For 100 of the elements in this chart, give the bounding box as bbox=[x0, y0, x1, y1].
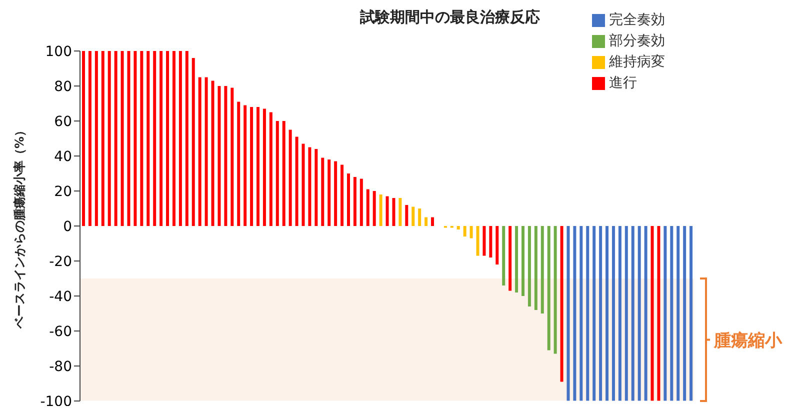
bar bbox=[690, 226, 693, 401]
bar bbox=[82, 51, 85, 226]
bar bbox=[198, 77, 202, 226]
bar bbox=[573, 226, 576, 401]
bar bbox=[146, 51, 150, 226]
bar bbox=[618, 226, 622, 401]
bar bbox=[631, 226, 634, 401]
bar bbox=[166, 51, 170, 226]
bar bbox=[94, 51, 98, 226]
bar bbox=[586, 226, 590, 401]
bar bbox=[405, 205, 408, 226]
bar bbox=[160, 51, 163, 226]
bar bbox=[218, 86, 221, 226]
chart-title: 試験期間中の最良治療反応 bbox=[360, 8, 540, 26]
legend-label: 維持病変 bbox=[609, 54, 665, 70]
bar bbox=[534, 226, 538, 310]
bar bbox=[127, 51, 130, 226]
bar bbox=[288, 130, 292, 226]
bar bbox=[489, 226, 492, 258]
bar bbox=[431, 217, 434, 226]
legend-label: 進行 bbox=[609, 75, 637, 91]
bar bbox=[482, 226, 486, 256]
bar bbox=[134, 51, 137, 226]
bar bbox=[592, 226, 596, 401]
bar bbox=[244, 105, 247, 226]
bar bbox=[638, 226, 641, 401]
bar bbox=[418, 208, 422, 226]
bar bbox=[599, 226, 602, 401]
y-tick-label: -80 bbox=[49, 358, 72, 375]
bar bbox=[314, 149, 318, 226]
bar bbox=[302, 144, 305, 226]
bar bbox=[328, 160, 331, 226]
bar bbox=[502, 226, 506, 286]
bar bbox=[360, 178, 363, 226]
bar bbox=[644, 226, 648, 401]
bar bbox=[321, 158, 324, 226]
legend-label: 部分奏効 bbox=[609, 33, 665, 49]
bar bbox=[521, 226, 524, 296]
bar bbox=[508, 226, 512, 291]
bar bbox=[224, 86, 228, 226]
bar bbox=[269, 112, 272, 226]
y-tick-label: -20 bbox=[49, 254, 72, 270]
bar bbox=[566, 226, 570, 401]
bar bbox=[178, 51, 182, 226]
bar bbox=[346, 174, 350, 226]
band-label: 腫瘍縮小 bbox=[713, 330, 783, 351]
bar bbox=[372, 191, 376, 226]
bar bbox=[379, 194, 382, 226]
bar bbox=[456, 226, 460, 230]
bar bbox=[211, 80, 214, 226]
bar bbox=[676, 226, 680, 401]
bar bbox=[580, 226, 583, 401]
bar bbox=[606, 226, 609, 401]
bar bbox=[88, 51, 92, 226]
y-tick-label: 100 bbox=[45, 44, 72, 60]
bar bbox=[683, 226, 686, 401]
y-tick-label: -100 bbox=[40, 394, 72, 410]
bar bbox=[114, 51, 118, 226]
bar bbox=[515, 226, 518, 292]
y-tick-label: -40 bbox=[49, 288, 72, 305]
y-tick-label: 40 bbox=[54, 148, 72, 165]
bar bbox=[282, 121, 286, 226]
legend-label: 完全奏効 bbox=[609, 12, 665, 28]
bar bbox=[657, 226, 660, 401]
bar bbox=[140, 51, 144, 226]
bar bbox=[101, 51, 104, 226]
bar bbox=[276, 121, 279, 226]
bar bbox=[204, 77, 208, 226]
bar bbox=[153, 51, 156, 226]
bar bbox=[650, 226, 654, 401]
y-tick-label: 60 bbox=[54, 114, 72, 130]
y-tick-label: 20 bbox=[54, 184, 72, 200]
bar bbox=[398, 198, 402, 226]
bar bbox=[554, 226, 557, 354]
bar bbox=[185, 51, 188, 226]
bar bbox=[424, 217, 428, 226]
bar bbox=[463, 226, 466, 236]
bar bbox=[392, 198, 396, 226]
y-tick-label: -60 bbox=[49, 324, 72, 340]
bar bbox=[470, 226, 473, 238]
bar bbox=[664, 226, 667, 401]
bar bbox=[496, 226, 499, 264]
bar bbox=[540, 226, 544, 314]
y-tick-label: 80 bbox=[54, 78, 72, 95]
bar bbox=[340, 164, 344, 226]
bar bbox=[308, 147, 312, 226]
bar bbox=[476, 226, 480, 256]
bar bbox=[108, 51, 111, 226]
bar bbox=[528, 226, 531, 306]
bar bbox=[295, 136, 298, 226]
bar bbox=[386, 196, 389, 226]
bar bbox=[670, 226, 674, 401]
bar bbox=[612, 226, 615, 401]
bar bbox=[624, 226, 628, 401]
bar bbox=[366, 189, 370, 226]
bar bbox=[237, 102, 240, 226]
bar bbox=[230, 88, 234, 226]
y-axis-title: ベースラインからの腫瘍縮小率（%） bbox=[12, 123, 28, 331]
bar bbox=[256, 107, 260, 226]
bar bbox=[172, 51, 176, 226]
